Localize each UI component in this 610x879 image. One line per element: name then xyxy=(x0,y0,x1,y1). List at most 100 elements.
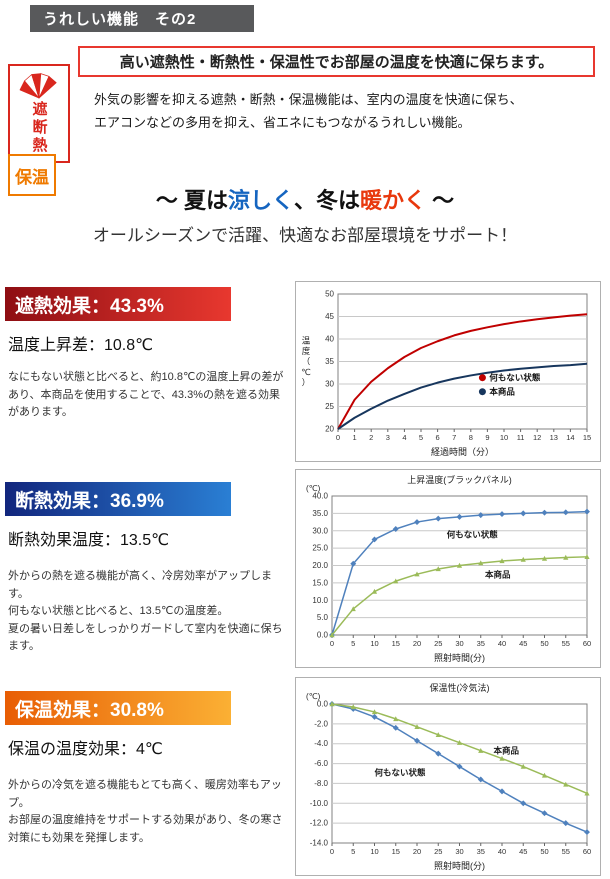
svg-text:20: 20 xyxy=(413,639,421,648)
svg-text:5: 5 xyxy=(419,433,423,442)
heat-retention-badge-label: 保温 xyxy=(15,167,49,187)
heat-retention-description: 外からの冷気を遮る機能もとても高く、暖房効率もアップ。 お部屋の温度維持をサポー… xyxy=(8,779,283,844)
svg-text:20: 20 xyxy=(325,425,334,434)
svg-text:40: 40 xyxy=(498,847,506,856)
heat-shield-temp-diff: 温度上昇差：10.8℃ xyxy=(8,337,154,354)
subtitle: オールシーズンで活躍、快適なお部屋環境をサポート！ xyxy=(92,226,518,245)
svg-text:15: 15 xyxy=(583,433,591,442)
svg-text:5: 5 xyxy=(351,847,355,856)
heat-shield-chart: 20 25 30 35 40 45 50 0 1 2 3 4 5 6 7 8 9 10 11 12 13 14 15 経過時間… xyxy=(295,281,601,462)
svg-text:10: 10 xyxy=(370,639,378,648)
heat-retention-effect-label: 保温効果：30.8% xyxy=(5,691,231,725)
svg-text:45: 45 xyxy=(325,312,334,321)
svg-text:）: ） xyxy=(302,377,311,387)
svg-text:50: 50 xyxy=(540,639,548,648)
headline-box: 高い遮熱性・断熱性・保温性でお部屋の温度を快適に保ちます。 xyxy=(78,46,595,77)
svg-text:9: 9 xyxy=(485,433,489,442)
svg-text:-6.0: -6.0 xyxy=(314,759,328,768)
slogan-left: ～ 夏は xyxy=(155,188,228,213)
svg-text:40: 40 xyxy=(325,335,334,344)
svg-text:15: 15 xyxy=(392,847,400,856)
svg-text:℃: ℃ xyxy=(301,367,311,377)
svg-text:30: 30 xyxy=(325,380,334,389)
svg-text:35: 35 xyxy=(477,847,485,856)
intro-text: 外気の影響を抑える遮熱・断熱・保温機能は、室内の温度を快適に保ち、 エアコンなど… xyxy=(94,92,523,131)
svg-text:35: 35 xyxy=(477,639,485,648)
slogan-cool-word: 涼しく xyxy=(227,188,294,213)
svg-text:何もない状態: 何もない状態 xyxy=(447,530,499,540)
svg-text:60: 60 xyxy=(583,639,591,648)
svg-text:1: 1 xyxy=(353,433,357,442)
svg-text:-8.0: -8.0 xyxy=(314,779,328,788)
svg-text:5.0: 5.0 xyxy=(317,613,329,622)
svg-text:0.0: 0.0 xyxy=(317,631,329,640)
svg-text:25.0: 25.0 xyxy=(312,544,328,553)
svg-text:保温性(冷気法): 保温性(冷気法) xyxy=(430,682,490,693)
svg-text:50: 50 xyxy=(325,290,334,299)
svg-text:13: 13 xyxy=(550,433,558,442)
svg-text:50: 50 xyxy=(540,847,548,856)
svg-text:0: 0 xyxy=(336,433,340,442)
svg-text:上昇温度(ブラックパネル): 上昇温度(ブラックパネル) xyxy=(407,474,512,485)
svg-text:0.0: 0.0 xyxy=(317,700,329,709)
slogan-warm-word: 暖かく xyxy=(360,188,427,213)
svg-text:55: 55 xyxy=(562,639,570,648)
svg-text:25: 25 xyxy=(434,639,442,648)
svg-text:照射時間(分): 照射時間(分) xyxy=(434,652,485,663)
svg-text:40: 40 xyxy=(498,639,506,648)
svg-text:本商品: 本商品 xyxy=(485,570,511,580)
svg-text:本商品: 本商品 xyxy=(489,387,515,397)
insulation-temp-diff: 断熱効果温度：13.5℃ xyxy=(8,532,170,549)
svg-text:25: 25 xyxy=(434,847,442,856)
heat-retention-temp-diff: 保温の温度効果：4℃ xyxy=(8,741,163,758)
svg-text:30: 30 xyxy=(455,847,463,856)
svg-text:(℃): (℃) xyxy=(306,692,321,701)
svg-text:35: 35 xyxy=(325,357,334,366)
svg-text:経過時間（分）: 経過時間（分） xyxy=(431,446,494,457)
svg-text:-12.0: -12.0 xyxy=(310,819,329,828)
svg-text:-2.0: -2.0 xyxy=(314,719,328,728)
svg-text:10: 10 xyxy=(500,433,508,442)
svg-text:本商品: 本商品 xyxy=(494,746,520,756)
svg-text:40.0: 40.0 xyxy=(312,492,328,501)
heat-retention-chart: 0.0 -2.0 -4.0 -6.0 -8.0 -10.0 -12.0 -14.0 0 5 10 15… xyxy=(295,677,601,876)
svg-text:温: 温 xyxy=(302,335,311,345)
svg-text:0: 0 xyxy=(330,847,334,856)
insulation-effect-label: 断熱効果：36.9% xyxy=(5,482,231,516)
slogan-right: ～ xyxy=(426,188,455,213)
pleated-blind-icon xyxy=(19,73,57,99)
svg-text:0: 0 xyxy=(330,639,334,648)
heat-shield-effect-label: 遮熱効果：43.3% xyxy=(5,287,231,321)
page-title-bar: うれしい機能 その2 xyxy=(30,5,254,32)
svg-text:11: 11 xyxy=(517,433,525,442)
svg-text:20.0: 20.0 xyxy=(312,561,328,570)
svg-text:6: 6 xyxy=(436,433,440,442)
svg-text:-14.0: -14.0 xyxy=(310,839,329,848)
svg-text:14: 14 xyxy=(566,433,574,442)
svg-text:30: 30 xyxy=(455,639,463,648)
headline-text: 高い遮熱性・断熱性・保温性でお部屋の温度を快適に保ちます。 xyxy=(119,54,554,71)
page-title: うれしい機能 その2 xyxy=(43,11,197,28)
svg-text:度: 度 xyxy=(302,346,311,356)
svg-text:45: 45 xyxy=(519,639,527,648)
svg-text:照射時間(分): 照射時間(分) xyxy=(434,860,485,871)
slogan-mid: 、冬は xyxy=(293,188,360,213)
svg-text:(℃): (℃) xyxy=(306,484,321,493)
svg-text:35.0: 35.0 xyxy=(312,509,328,518)
svg-text:3: 3 xyxy=(386,433,390,442)
svg-text:-10.0: -10.0 xyxy=(310,799,329,808)
heat-shield-description: なにもない状態と比べると、約10.8℃の温度上昇の差があり、本商品を使用すること… xyxy=(8,371,284,419)
svg-text:8: 8 xyxy=(469,433,473,442)
svg-text:7: 7 xyxy=(452,433,456,442)
insulation-description: 外からの熱を遮る機能が高く、冷房効率がアップします。 何もない状態と比べると、1… xyxy=(8,570,283,653)
svg-text:10.0: 10.0 xyxy=(312,596,328,605)
svg-text:5: 5 xyxy=(351,639,355,648)
svg-text:45: 45 xyxy=(519,847,527,856)
insulation-chart: 0.0 5.0 10.0 15.0 20.0 25.0 30.0 35.0 40.0 0 5 10 15… xyxy=(295,469,601,668)
svg-text:30.0: 30.0 xyxy=(312,526,328,535)
svg-text:（: （ xyxy=(302,356,311,366)
heat-shield-insulation-badge-label: 遮断熱 xyxy=(30,101,48,155)
svg-text:20: 20 xyxy=(413,847,421,856)
svg-text:25: 25 xyxy=(325,402,334,411)
